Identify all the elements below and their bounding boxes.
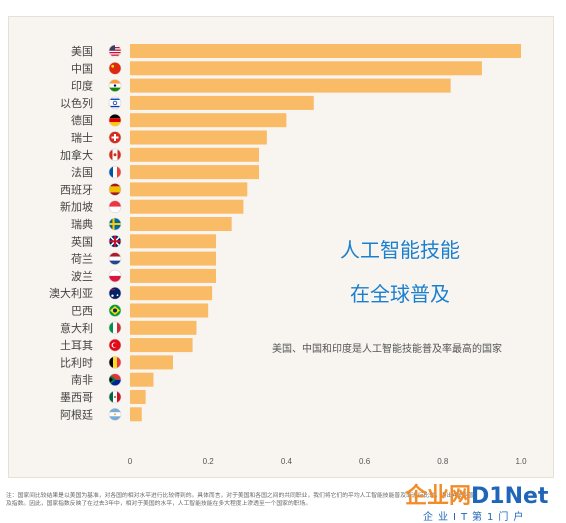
bar-20 (130, 390, 146, 404)
bar-12 (130, 251, 217, 266)
x-tick-label-1: 0.2 (203, 457, 215, 466)
category-label-13: 波兰 (71, 270, 93, 283)
flag-mx-icon (108, 390, 122, 404)
bar-4 (130, 113, 287, 128)
logo-brand: D1Net (471, 484, 549, 509)
category-label-18: 比利时 (60, 356, 93, 369)
flag-se-icon (108, 217, 122, 231)
bar-21 (130, 407, 142, 422)
bar-10 (130, 217, 232, 231)
x-tick-label-5: 1.0 (515, 457, 527, 466)
logo-tagline: 企业IT第1门户 (423, 512, 529, 523)
category-label-1: 中国 (71, 62, 93, 75)
x-tick-label-0: 0 (128, 457, 133, 466)
flag-za-icon (108, 373, 122, 387)
flag-fr-icon (108, 165, 122, 179)
bar-14 (130, 286, 213, 301)
bar-16 (130, 320, 197, 335)
flag-ca-icon (108, 148, 122, 162)
x-tick-label-3: 0.6 (359, 457, 371, 466)
bar-9 (130, 199, 244, 214)
bar-chart: 美国中国印度以色列德国瑞士加拿大法国西班牙新加坡瑞典英国荷兰波兰澳大利亚巴西意大… (49, 44, 527, 466)
bar-11 (130, 234, 217, 249)
flag-us-icon (108, 44, 122, 58)
category-label-10: 瑞典 (71, 217, 93, 231)
flag-in-icon (108, 79, 122, 92)
bar-13 (130, 268, 217, 283)
d1net-logo: 企业网D1Net 企业IT第1门户 (405, 478, 566, 523)
flag-gb-icon (108, 235, 122, 248)
flag-il-icon (108, 96, 122, 110)
chart-panel (8, 16, 554, 478)
category-label-8: 西班牙 (60, 183, 93, 196)
bar-5 (130, 130, 267, 145)
bar-19 (130, 372, 154, 387)
category-label-17: 土耳其 (60, 339, 93, 352)
category-label-20: 墨西哥 (60, 391, 93, 404)
category-label-2: 印度 (71, 79, 93, 93)
logo-main-cn: 企业网 (405, 484, 472, 509)
category-label-19: 南非 (71, 374, 93, 387)
flag-ch-icon (108, 131, 122, 144)
category-label-14: 澳大利亚 (49, 286, 93, 300)
x-tick-label-4: 0.8 (437, 457, 449, 466)
bar-7 (130, 165, 260, 180)
category-label-12: 荷兰 (71, 253, 93, 266)
chart-subtitle: 美国、中国和印度是人工智能技能普及率最高的国家 (272, 344, 502, 355)
category-label-4: 德国 (71, 113, 93, 127)
category-label-9: 新加坡 (60, 200, 93, 214)
category-label-0: 美国 (71, 45, 93, 58)
flag-ar-icon (108, 407, 122, 421)
bar-15 (130, 303, 209, 318)
flag-sg-icon (108, 200, 122, 213)
logo-main-text: 企业网D1Net (405, 478, 548, 510)
category-label-21: 阿根廷 (60, 407, 93, 421)
bar-3 (130, 95, 314, 110)
bar-0 (130, 44, 521, 58)
chart-title-line-1: 人工智能技能 (340, 238, 460, 262)
flag-nl-icon (108, 252, 122, 265)
bar-8 (130, 182, 248, 197)
category-label-3: 以色列 (60, 96, 93, 110)
category-label-7: 法国 (71, 165, 93, 179)
bar-18 (130, 355, 174, 370)
category-label-15: 巴西 (71, 305, 93, 318)
category-label-11: 英国 (71, 234, 93, 248)
x-tick-label-2: 0.4 (281, 457, 293, 466)
bar-2 (130, 78, 451, 93)
flag-it-icon (108, 321, 122, 335)
bar-6 (130, 147, 260, 162)
flag-de-icon (108, 113, 122, 127)
flag-es-icon (108, 183, 122, 196)
category-label-16: 意大利 (60, 321, 93, 335)
footnote: 注：国家间比较结果是以美国为基准，对各国的相对水平进行比较得到的。具体而言，对于… (6, 493, 474, 507)
flag-au-icon (108, 286, 122, 300)
flag-pl-icon (108, 269, 122, 283)
flag-tr-icon (108, 338, 122, 352)
chart-title-line-2: 在全球普及 (350, 282, 450, 306)
flag-cn-icon (108, 62, 122, 75)
category-label-6: 加拿大 (60, 148, 93, 162)
bar-1 (130, 61, 482, 76)
category-label-5: 瑞士 (71, 131, 93, 145)
flag-be-icon (108, 356, 122, 369)
bar-17 (130, 338, 193, 353)
flag-br-icon (108, 304, 122, 317)
